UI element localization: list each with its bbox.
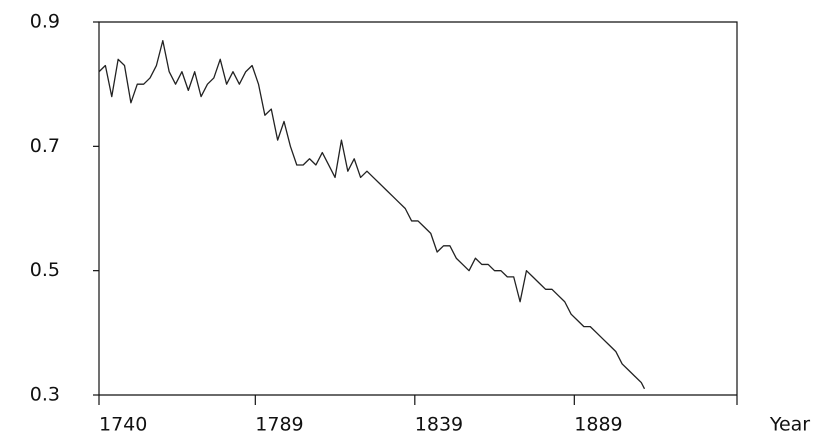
y-tick-label: 0.9 bbox=[30, 11, 60, 33]
x-axis-label: Year bbox=[769, 414, 810, 436]
y-tick-label: 0.3 bbox=[30, 384, 60, 406]
x-tick-label: 1839 bbox=[415, 414, 463, 436]
x-tick-label: 1740 bbox=[99, 414, 147, 436]
plot-frame bbox=[98, 21, 738, 395]
y-tick-label: 0.5 bbox=[30, 259, 60, 281]
x-tick-label: 1889 bbox=[574, 414, 622, 436]
data-line bbox=[98, 40, 646, 390]
y-tick-label: 0.7 bbox=[30, 135, 60, 157]
x-tick-label: 1789 bbox=[255, 414, 303, 436]
